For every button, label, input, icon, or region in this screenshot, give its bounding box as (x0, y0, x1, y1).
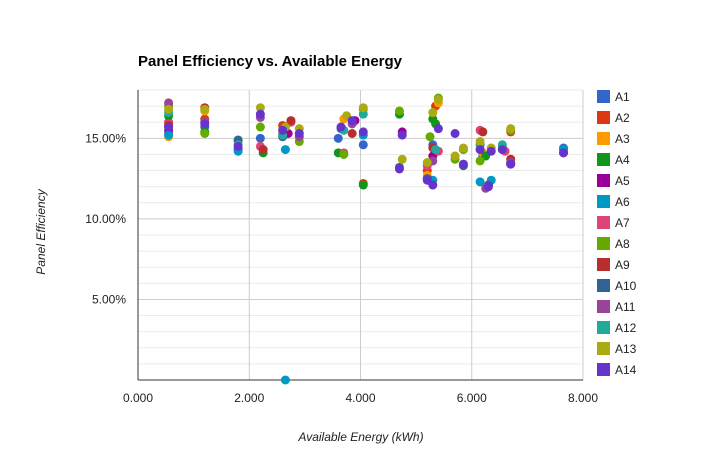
data-point-a12 (431, 145, 441, 155)
legend-swatch-a11 (597, 300, 610, 313)
x-axis-title: Available Energy (kWh) (297, 430, 423, 444)
data-point-a13 (458, 143, 468, 153)
legend-swatch-a6 (597, 195, 610, 208)
data-point-a14 (428, 180, 438, 190)
data-point-a13 (475, 137, 485, 147)
data-point-a13 (397, 154, 407, 164)
y-tick-label: 15.00% (85, 131, 126, 145)
legend-label-a14: A14 (615, 363, 637, 377)
data-point-a13 (450, 151, 460, 161)
y-tick-label: 5.00% (92, 292, 126, 306)
legend-label-a8: A8 (615, 237, 630, 251)
x-tick-label: 8.000 (568, 391, 598, 405)
data-point-a14 (458, 159, 468, 169)
data-point-a8 (339, 149, 349, 159)
data-point-a1 (333, 133, 343, 143)
legend-label-a2: A2 (615, 111, 630, 125)
legend-label-a4: A4 (615, 153, 630, 167)
data-point-a14 (294, 129, 304, 138)
data-point-a9 (258, 145, 268, 155)
legend-swatch-a12 (597, 321, 610, 334)
legend-label-a7: A7 (615, 216, 630, 230)
data-point-a14 (336, 122, 346, 132)
data-point-a6 (164, 130, 174, 140)
data-point-a6 (280, 375, 290, 385)
legend-swatch-a4 (597, 153, 610, 166)
legend-swatch-a5 (597, 174, 610, 187)
legend: A1 A2 A3 A4 A5 A6 A7 A8 A9 A10 A11 A12 A13 A14 (597, 90, 637, 377)
data-point-a1 (358, 140, 368, 150)
data-point-a14 (347, 116, 357, 126)
y-tick-label: 10.00% (85, 212, 126, 226)
data-point-a6 (475, 177, 485, 187)
legend-swatch-a8 (597, 237, 610, 250)
legend-swatch-a3 (597, 132, 610, 145)
data-point-a8 (200, 129, 210, 138)
data-point-a8 (394, 106, 404, 116)
data-point-a13 (358, 103, 368, 113)
data-point-a12 (358, 109, 368, 119)
data-point-a6 (280, 145, 290, 155)
data-point-a13 (422, 158, 432, 167)
legend-label-a9: A9 (615, 258, 630, 272)
data-point-a9 (478, 127, 488, 137)
data-point-a14 (506, 159, 516, 169)
legend-label-a13: A13 (615, 342, 637, 356)
data-point-a14 (358, 127, 368, 137)
legend-label-a5: A5 (615, 174, 630, 188)
legend-swatch-a7 (597, 216, 610, 229)
data-point-a14 (483, 182, 493, 192)
legend-swatch-a10 (597, 279, 610, 292)
data-point-a14 (475, 145, 485, 155)
data-point-a9 (286, 116, 296, 126)
data-point-a8 (425, 132, 435, 142)
data-point-a14 (255, 109, 265, 119)
data-point-a14 (200, 119, 210, 129)
data-point-a14 (233, 141, 243, 151)
legend-swatch-a2 (597, 111, 610, 124)
data-point-a13 (200, 104, 210, 114)
data-point-a14 (394, 164, 404, 174)
y-axis-title: Panel Efficiency (34, 188, 48, 274)
data-point-a9 (347, 129, 357, 138)
data-point-a14 (559, 148, 569, 158)
data-point-a13 (428, 108, 438, 118)
axes-layer: 5.00% 10.00% 15.00% 0.000 2.000 4.000 6.000 8.0… (85, 90, 598, 405)
legend-label-a3: A3 (615, 132, 630, 146)
data-point-a13 (164, 104, 174, 114)
data-point-a14 (164, 122, 174, 132)
legend-label-a1: A1 (615, 90, 630, 104)
data-point-a14 (486, 146, 496, 156)
x-tick-label: 2.000 (234, 391, 264, 405)
data-point-a11 (164, 98, 174, 108)
points-layer (164, 93, 569, 385)
data-point-a4 (358, 180, 368, 190)
data-point-a8 (255, 122, 265, 132)
chart-title: Panel Efficiency vs. Available Energy (138, 53, 403, 70)
legend-swatch-a13 (597, 342, 610, 355)
legend-label-a6: A6 (615, 195, 630, 209)
data-point-a13 (255, 103, 265, 113)
x-tick-label: 4.000 (345, 391, 375, 405)
x-tick-label: 0.000 (123, 391, 153, 405)
data-point-a14 (450, 129, 460, 138)
legend-label-a10: A10 (615, 279, 637, 293)
x-tick-label: 6.000 (457, 391, 487, 405)
legend-swatch-a1 (597, 90, 610, 103)
legend-label-a11: A11 (615, 300, 636, 314)
data-point-a14 (497, 145, 507, 155)
data-point-a8 (475, 156, 485, 166)
legend-swatch-a14 (597, 363, 610, 376)
legend-swatch-a9 (597, 258, 610, 271)
data-point-a13 (433, 95, 443, 105)
data-point-a13 (506, 124, 516, 134)
data-point-a14 (433, 124, 443, 134)
data-point-a14 (278, 125, 288, 135)
data-point-a1 (255, 133, 265, 143)
data-point-a14 (397, 130, 407, 140)
legend-label-a12: A12 (615, 321, 637, 335)
